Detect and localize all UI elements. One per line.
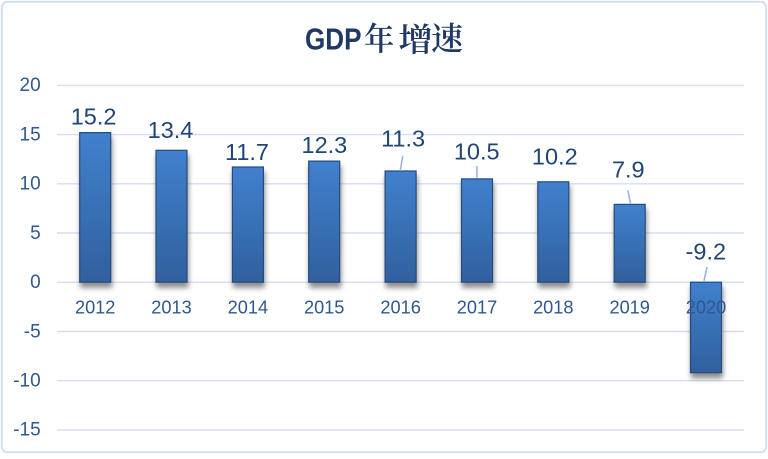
svg-text:12.3: 12.3 <box>302 132 348 158</box>
svg-text:2017: 2017 <box>457 297 497 317</box>
svg-text:2019: 2019 <box>609 297 649 317</box>
svg-text:-9.2: -9.2 <box>686 238 727 264</box>
svg-text:2013: 2013 <box>151 297 191 317</box>
svg-text:2015: 2015 <box>304 297 344 317</box>
svg-text:2012: 2012 <box>75 297 115 317</box>
svg-text:-10: -10 <box>13 371 40 392</box>
svg-text:20: 20 <box>20 75 41 96</box>
svg-text:10.5: 10.5 <box>454 139 500 165</box>
svg-text:10.2: 10.2 <box>532 143 578 169</box>
svg-text:-5: -5 <box>24 321 41 342</box>
svg-text:-15: -15 <box>13 420 40 441</box>
svg-text:15: 15 <box>20 124 41 145</box>
svg-text:13.4: 13.4 <box>148 117 194 143</box>
svg-text:11.7: 11.7 <box>225 139 269 165</box>
svg-text:2016: 2016 <box>380 297 420 317</box>
svg-text:2018: 2018 <box>533 297 573 317</box>
svg-text:2014: 2014 <box>228 297 268 317</box>
svg-text:7.9: 7.9 <box>612 157 645 183</box>
svg-text:0: 0 <box>30 272 41 293</box>
svg-text:2020: 2020 <box>686 297 726 317</box>
svg-text:15.2: 15.2 <box>71 104 117 130</box>
svg-text:5: 5 <box>30 223 41 244</box>
svg-text:10: 10 <box>20 174 41 195</box>
svg-text:GDP: GDP <box>305 23 362 57</box>
svg-text:11.3: 11.3 <box>381 126 425 152</box>
